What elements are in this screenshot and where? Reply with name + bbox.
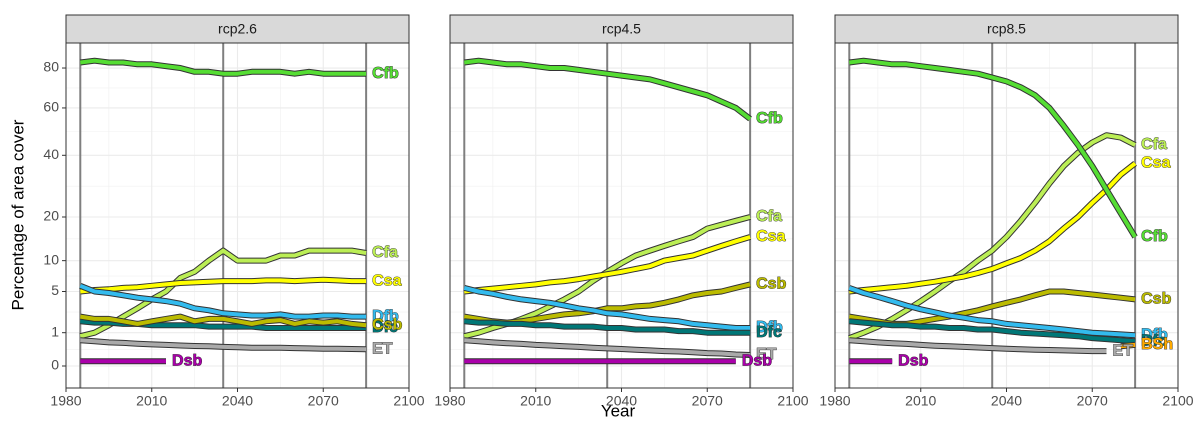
line — [80, 338, 367, 352]
series-label: Cfb — [756, 110, 783, 127]
series-label: Cfa — [372, 244, 398, 261]
y-tick-label: 1 — [51, 323, 59, 339]
series-label: ET — [756, 346, 777, 363]
series-label: Cfb — [1141, 228, 1168, 245]
strip-title: rcp2.6 — [218, 21, 257, 37]
line — [464, 319, 751, 335]
series-label: Dfb — [1141, 327, 1168, 344]
series-label: Dfc — [756, 324, 782, 341]
line — [79, 314, 367, 328]
series-label: Cfb — [372, 65, 399, 82]
x-tick-label: 2100 — [393, 393, 424, 409]
series-label: BSh — [1141, 336, 1173, 353]
line — [464, 338, 751, 357]
x-tick-label: 2070 — [1077, 393, 1108, 409]
line — [464, 58, 752, 121]
x-tick-label: 2040 — [991, 393, 1022, 409]
x-tick-label: 1980 — [50, 393, 81, 409]
y-tick-label: 0 — [51, 357, 59, 373]
x-tick-label: 1980 — [434, 393, 465, 409]
y-axis-title: Percentage of area cover — [8, 119, 27, 310]
series-label: Cfa — [1141, 136, 1167, 153]
strip — [834, 14, 1179, 44]
series-label: Dfb — [756, 319, 783, 336]
line — [80, 58, 367, 76]
line — [80, 277, 367, 294]
series-label: Dsb — [742, 353, 772, 370]
series-label: Csb — [756, 276, 786, 293]
y-tick-label: 5 — [51, 282, 59, 298]
strip — [449, 14, 794, 44]
series-label: Dfc — [372, 319, 398, 336]
x-tick-label: 2100 — [777, 393, 808, 409]
series-label: Csa — [372, 272, 401, 289]
series-label: Dsb — [898, 353, 928, 370]
line — [464, 235, 751, 294]
y-tick-label: 60 — [43, 99, 59, 115]
x-tick-label: 2070 — [692, 393, 723, 409]
series-label: Dsb — [172, 353, 202, 370]
line — [79, 283, 367, 319]
y-tick-label: 40 — [43, 146, 59, 162]
line — [1120, 342, 1136, 349]
series-label: ET — [372, 341, 393, 358]
series-label: Cfa — [756, 208, 782, 225]
line — [849, 319, 1136, 344]
line — [79, 248, 367, 339]
strip-title: rcp4.5 — [602, 21, 641, 37]
series-label: ET — [1113, 342, 1134, 359]
x-tick-label: 2040 — [222, 393, 253, 409]
y-tick-label: 80 — [43, 59, 59, 75]
series-label: Csb — [372, 316, 402, 333]
x-tick-label: 2070 — [308, 393, 339, 409]
line — [849, 161, 1137, 294]
strip — [65, 14, 410, 44]
x-tick-label: 2040 — [606, 393, 637, 409]
series-label: Dfb — [372, 308, 399, 325]
line — [849, 338, 1107, 354]
x-tick-label: 1980 — [819, 393, 850, 409]
panel: 1980 2010 2040 2070 2100 Cfa Csa Cfb Csb DfbDfcBS… — [819, 14, 1194, 409]
x-tick-label: 2010 — [520, 393, 551, 409]
x-axis-title: Year — [601, 401, 636, 420]
series-label: Csa — [1141, 155, 1170, 172]
line — [463, 285, 751, 330]
series-label: Csa — [756, 228, 785, 245]
series-label: Dfc — [1141, 333, 1167, 350]
line — [849, 58, 1137, 239]
x-tick-label: 2010 — [136, 393, 167, 409]
line — [848, 133, 1137, 340]
x-tick-label: 2010 — [905, 393, 936, 409]
line — [848, 286, 1136, 338]
strip-title: rcp8.5 — [987, 21, 1026, 37]
y-tick-label: 10 — [43, 251, 59, 267]
series-label: Csb — [1141, 291, 1171, 308]
y-tick-label: 20 — [43, 208, 59, 224]
x-tick-label: 2100 — [1162, 393, 1193, 409]
